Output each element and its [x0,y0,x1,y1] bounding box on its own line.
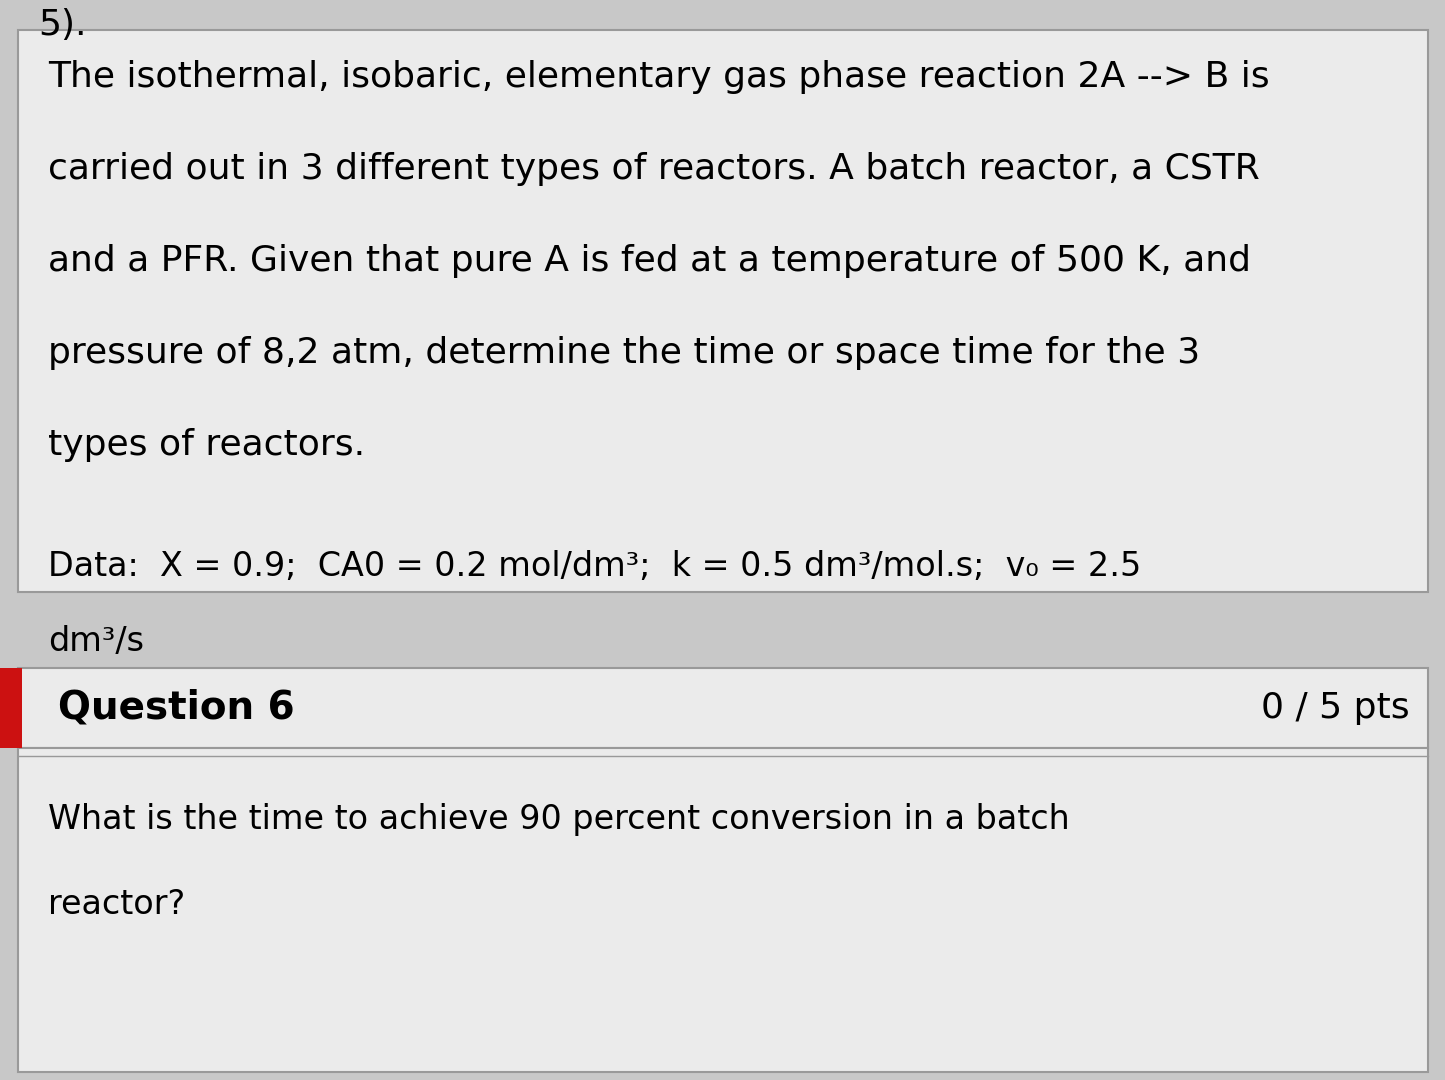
Bar [17,669,1428,748]
Text: reactor?: reactor? [48,888,185,921]
Bar [17,748,1428,1072]
Text: What is the time to achieve 90 percent conversion in a batch: What is the time to achieve 90 percent c… [48,804,1069,836]
Text: Data:  X = 0.9;  CA0 = 0.2 mol/dm³;  k = 0.5 dm³/mol.s;  v₀ = 2.5: Data: X = 0.9; CA0 = 0.2 mol/dm³; k = 0.… [48,550,1142,583]
Text: carried out in 3 different types of reactors. A batch reactor, a CSTR: carried out in 3 different types of reac… [48,152,1260,186]
Bar [0,669,22,748]
Text: Question 6: Question 6 [58,689,295,727]
Bar [17,30,1428,592]
Text: and a PFR. Given that pure A is fed at a temperature of 500 K, and: and a PFR. Given that pure A is fed at a… [48,244,1251,278]
Text: The isothermal, isobaric, elementary gas phase reaction 2A --> B is: The isothermal, isobaric, elementary gas… [48,60,1270,94]
Text: 0 / 5 pts: 0 / 5 pts [1261,691,1410,725]
Text: pressure of 8,2 atm, determine the time or space time for the 3: pressure of 8,2 atm, determine the time … [48,336,1201,370]
Text: 5).: 5). [38,8,87,42]
Text: types of reactors.: types of reactors. [48,428,366,462]
Text: dm³/s: dm³/s [48,625,144,658]
